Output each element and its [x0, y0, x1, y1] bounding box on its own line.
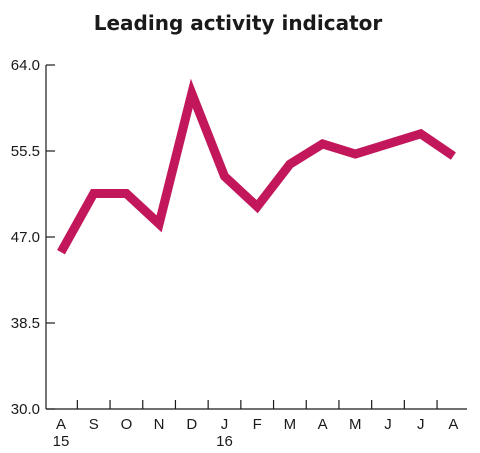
x-year-label: 16 [216, 433, 233, 450]
y-tick-label: 55.5 [11, 143, 40, 160]
x-year-label: 15 [53, 433, 70, 450]
x-tick-label: M [349, 416, 362, 433]
y-tick-label: 30.0 [11, 401, 40, 418]
x-tick-label: D [186, 416, 197, 433]
x-tick-label: A [448, 416, 458, 433]
x-axis: A S O N D J F M A M J J A15 16 [46, 400, 467, 450]
x-tick-label: J [221, 416, 229, 433]
x-tick-label: J [417, 416, 425, 433]
x-tick-label: F [253, 416, 262, 433]
x-tick-label: M [284, 416, 297, 433]
x-tick-label: O [121, 416, 133, 433]
y-tick-label: 64.0 [11, 57, 40, 74]
x-tick-label: S [89, 416, 99, 433]
y-axis: 64.0 55.5 47.0 38.5 30.0 [11, 57, 55, 418]
chart-title: Leading activity indicator [94, 11, 383, 35]
x-tick-label: A [56, 416, 66, 433]
series-group [57, 78, 456, 255]
x-tick-label: A [318, 416, 328, 433]
x-tick-label: N [154, 416, 165, 433]
y-tick-label: 38.5 [11, 315, 40, 332]
y-tick-label: 47.0 [11, 229, 40, 246]
series-line [57, 78, 456, 255]
x-tick-label: J [384, 416, 392, 433]
